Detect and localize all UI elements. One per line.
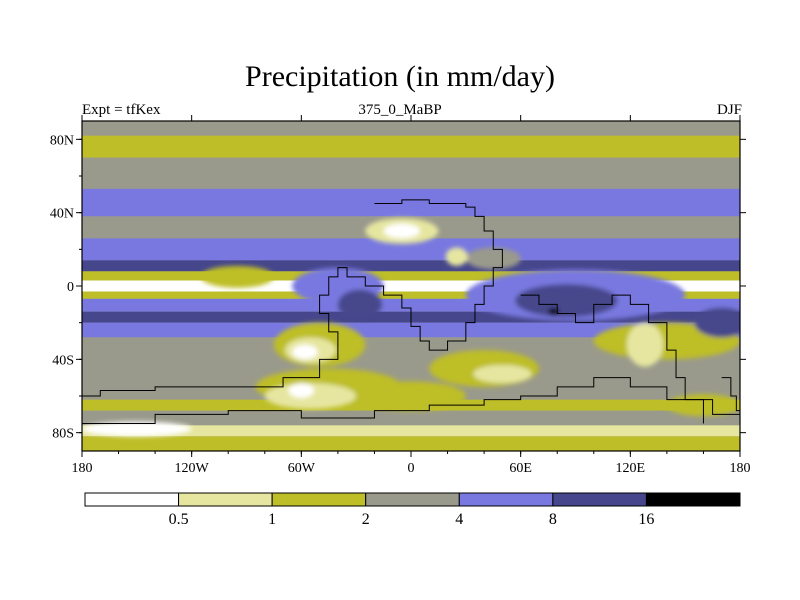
x-tick-label: 0: [408, 461, 415, 476]
precip-patch: [694, 308, 740, 338]
y-tick-label: 40S: [52, 353, 74, 368]
colorbar-label: 0.5: [169, 511, 189, 528]
precip-patch: [337, 289, 382, 320]
precip-band: [82, 425, 740, 437]
coastline: [721, 377, 740, 415]
season-label: DJF: [716, 102, 742, 118]
precip-patch: [626, 322, 664, 367]
precip-patches: [82, 218, 740, 437]
precip-band: [82, 260, 740, 272]
precip-patch: [548, 308, 560, 316]
page-title: Precipitation (in mm/day): [245, 60, 555, 93]
precip-band: [82, 157, 740, 189]
colorbar-label: 1: [268, 511, 276, 528]
colorbar-label: 2: [362, 511, 370, 528]
precip-patch: [292, 344, 318, 360]
colorbar-swatch: [365, 492, 460, 507]
y-tick-label: 0: [67, 280, 74, 295]
coastline: [520, 294, 704, 424]
x-tick-label: 60W: [288, 461, 316, 476]
coastline: [82, 377, 740, 424]
precip-patch: [515, 284, 618, 318]
coastline: [82, 199, 503, 400]
colorbar-swatch: [645, 492, 741, 507]
x-tick-label: 120E: [616, 461, 646, 476]
x-tick-label: 180: [730, 461, 751, 476]
colorbar-swatch: [271, 492, 367, 507]
colorbar-label: 4: [455, 511, 463, 528]
colorbar-swatch: [84, 492, 180, 507]
x-tick-label: 180: [72, 461, 93, 476]
precip-band: [82, 238, 740, 261]
precip-band: [82, 135, 740, 158]
colorbar-swatch: [178, 492, 273, 507]
precip-patch: [200, 265, 274, 288]
precip-band: [82, 436, 740, 451]
precip-patch: [445, 247, 468, 266]
x-tick-label: 60E: [509, 461, 532, 476]
x-axis: 180 120W 60W 0 60E 120E 180: [72, 115, 751, 476]
precip-band: [82, 280, 740, 292]
precip-band: [82, 291, 740, 299]
experiment-label: Expt = tfKex: [82, 102, 161, 118]
coastlines: [82, 199, 740, 424]
precip-patch: [383, 223, 421, 239]
colorbar-label: 8: [549, 511, 557, 528]
precip-band: [82, 322, 740, 338]
precip-band: [82, 188, 740, 217]
precip-patch: [264, 383, 357, 409]
precip-patch: [82, 421, 192, 437]
precip-patch: [465, 247, 521, 270]
precip-band: [82, 271, 740, 281]
colorbar-label: 16: [638, 511, 654, 528]
precipitation-field: [82, 121, 740, 451]
colorbar: 0.5 1 2 4 8 16: [84, 492, 741, 528]
precip-band: [82, 410, 740, 426]
y-axis: 80N 40N 0 40S 80S: [50, 133, 746, 442]
precip-patch: [356, 381, 466, 411]
colorbar-swatch: [458, 492, 554, 507]
y-tick-label: 80S: [52, 427, 74, 442]
y-tick-label: 40N: [50, 207, 74, 222]
time-label: 375_0_MaBP: [358, 102, 442, 118]
precip-band: [82, 121, 740, 136]
colorbar-swatch: [552, 492, 647, 507]
precip-patch: [473, 364, 532, 384]
x-tick-label: 120W: [175, 461, 210, 476]
precip-patch: [288, 383, 315, 398]
y-tick-label: 80N: [50, 133, 74, 148]
